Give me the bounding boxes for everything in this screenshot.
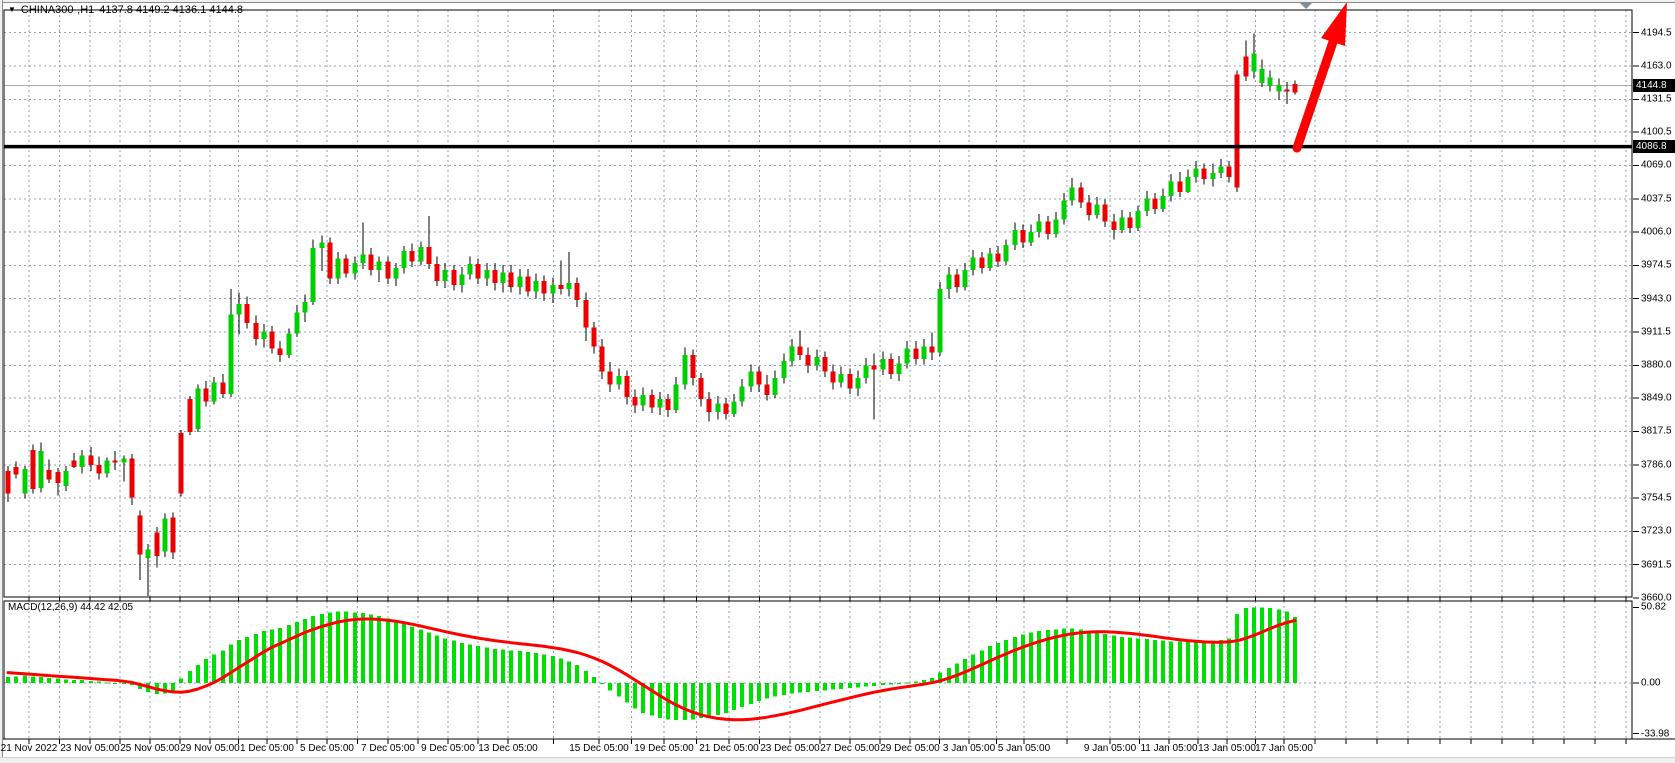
symbol-ohlc-label: ▼ CHINA300-,H1 4137.8 4149.2 4136.1 4144…: [8, 4, 243, 16]
window-bottom-edge: [0, 757, 1675, 763]
window-left-edge: [0, 0, 3, 757]
scroll-to-end-icon[interactable]: [1300, 3, 1312, 9]
candlesticks: [5, 33, 1298, 596]
current-price-badge: 4144.8: [1633, 79, 1675, 92]
macd-indicator-label: MACD(12,26,9) 44.42 42.05: [8, 602, 134, 613]
macd-pane: [6, 607, 1297, 722]
ohlc-values: 4137.8 4149.2 4136.1 4144.8: [99, 4, 244, 16]
macd-signal-line: [6, 617, 1297, 722]
trend-arrow-annotation: [1292, 2, 1347, 153]
chart-frame: [0, 9, 1675, 744]
symbol-dropdown-icon[interactable]: ▼: [8, 5, 16, 14]
hline-price-badge: 4086.8: [1633, 140, 1675, 153]
symbol-name: CHINA300-,H1: [20, 4, 95, 16]
grid-lines: [4, 10, 1632, 739]
window-top-edge: [0, 0, 1675, 3]
